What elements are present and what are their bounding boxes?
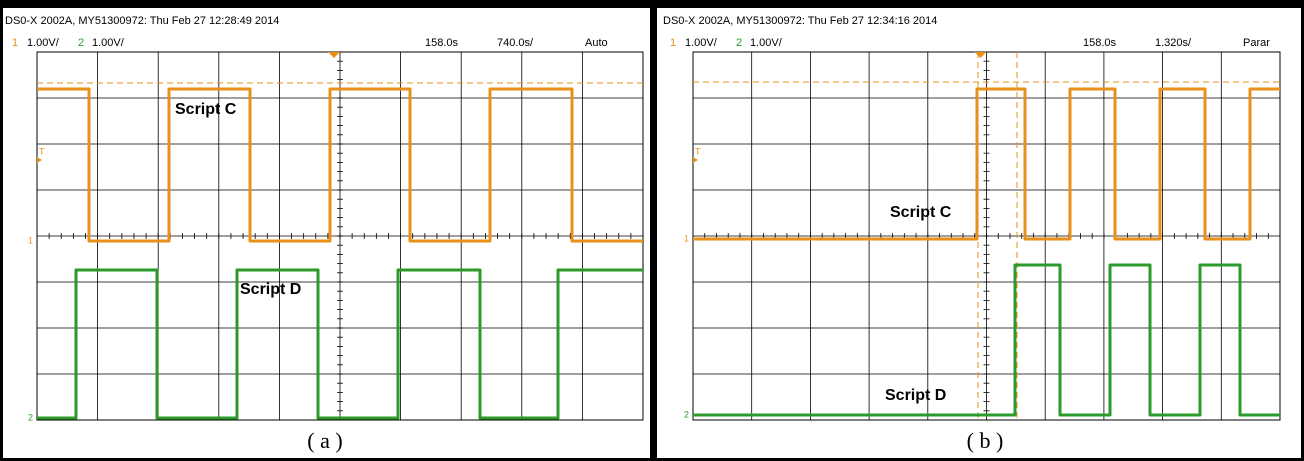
delay: 158.0s	[425, 37, 459, 49]
timebase: 1.320s/	[1155, 37, 1192, 49]
ch2-ground: 2	[684, 409, 689, 419]
ch1-ground: 1	[28, 235, 33, 245]
figure: DS0-X 2002A, MY51300972: Thu Feb 27 12:2…	[0, 0, 1304, 461]
ch2-scale: 1.00V/	[92, 37, 125, 49]
header: DS0-X 2002A, MY51300972: Thu Feb 27 12:2…	[5, 15, 279, 27]
ch1-number: 1	[12, 37, 18, 49]
ch2-number: 2	[736, 37, 742, 49]
label-d: Script D	[240, 281, 301, 298]
trigger-marker: T	[695, 146, 701, 156]
ch2-number: 2	[78, 37, 84, 49]
timebase: 740.0s/	[497, 37, 534, 49]
ch1-scale: 1.00V/	[685, 37, 718, 49]
mode: Auto	[585, 37, 608, 49]
header: DS0-X 2002A, MY51300972: Thu Feb 27 12:3…	[663, 15, 937, 27]
ch1-scale: 1.00V/	[27, 37, 60, 49]
trigger-marker: T	[39, 146, 45, 156]
divider	[650, 0, 657, 461]
label-c: Script C	[890, 204, 952, 221]
ch1-number: 1	[670, 37, 676, 49]
label-c: Script C	[175, 101, 237, 118]
caption: ( b )	[967, 428, 1004, 453]
mode: Parar	[1243, 37, 1270, 49]
delay: 158.0s	[1083, 37, 1117, 49]
ch1-ground: 1	[684, 233, 689, 243]
caption: ( a )	[307, 428, 342, 453]
ch2-scale: 1.00V/	[750, 37, 783, 49]
ch2-ground: 2	[28, 412, 33, 422]
label-d: Script D	[885, 387, 946, 404]
